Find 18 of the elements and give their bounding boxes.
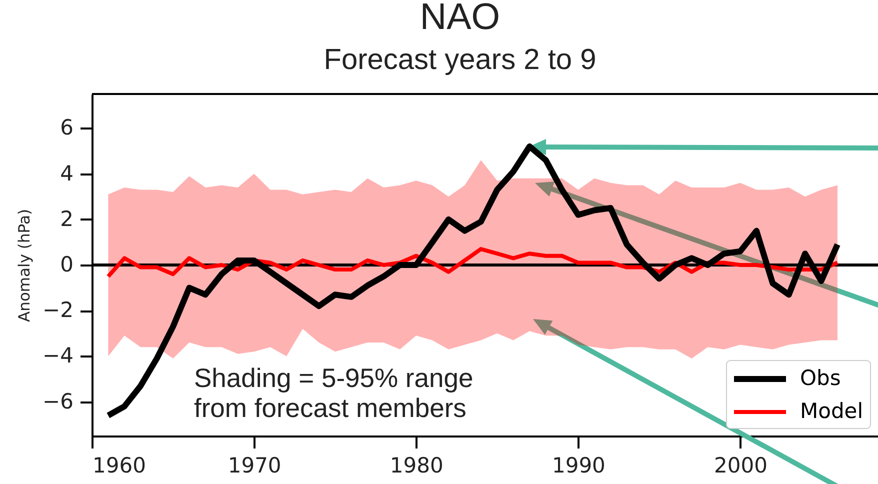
y-tick-label: 6 [60,116,74,140]
y-tick-label: 4 [60,161,74,186]
y-tick-label: −2 [42,298,74,322]
legend-label: Obs [800,366,841,390]
y-tick-label: 2 [60,206,74,231]
x-tick-label: 1990 [552,454,606,478]
annotation: Shading = 5-95% range from forecast members [194,363,474,423]
y-tick-label: −4 [42,344,74,368]
legend-label: Model [800,399,864,423]
y-tick-label: 0 [60,252,74,276]
chart-subtitle: Forecast years 2 to 9 [324,44,596,76]
x-tick-label: 2000 [714,454,768,478]
y-tick-label: −6 [42,389,74,414]
x-tick-label: 1960 [92,454,146,478]
x-tick-label: 1980 [390,454,444,478]
chart-title: NAO [420,0,500,37]
x-tick-label: 1970 [228,454,282,478]
y-axis-title: Anomaly (hPa) [16,209,34,322]
